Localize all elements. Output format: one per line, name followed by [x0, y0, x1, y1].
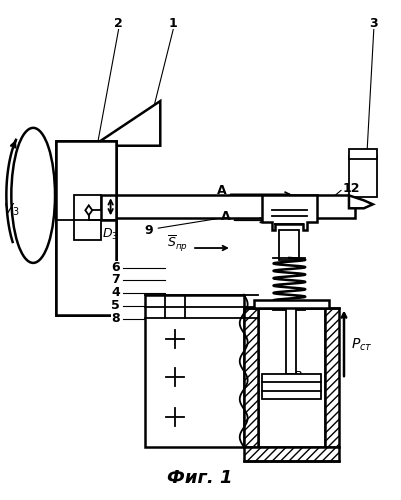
Bar — [349, 148, 377, 158]
Text: $D_3$: $D_3$ — [102, 227, 119, 242]
Text: 3: 3 — [369, 17, 378, 30]
Text: 5: 5 — [111, 299, 120, 312]
Text: 6: 6 — [111, 262, 120, 274]
Bar — [257, 308, 325, 446]
Bar — [56, 141, 74, 314]
Text: $\overline{S}_{пр}$: $\overline{S}_{пр}$ — [167, 234, 188, 254]
Text: $P_{ст}$: $P_{ст}$ — [351, 336, 373, 352]
Text: 7: 7 — [111, 274, 120, 286]
Text: $P_{нм}$: $P_{нм}$ — [294, 370, 315, 384]
Polygon shape — [56, 141, 115, 314]
Text: $V_3$: $V_3$ — [3, 202, 20, 218]
Bar — [244, 308, 257, 446]
Text: 4: 4 — [111, 286, 120, 299]
Text: 8: 8 — [111, 312, 120, 325]
Bar — [261, 374, 321, 399]
Text: 12: 12 — [343, 182, 360, 195]
Bar — [244, 446, 339, 460]
Bar — [89, 196, 355, 218]
Text: A: A — [221, 210, 231, 222]
Text: 1: 1 — [169, 17, 178, 30]
Bar — [349, 156, 377, 198]
Bar — [146, 294, 244, 446]
Text: Фиг. 1: Фиг. 1 — [167, 470, 233, 488]
Bar — [56, 141, 115, 314]
Ellipse shape — [11, 128, 55, 263]
Text: 9: 9 — [144, 224, 153, 236]
Polygon shape — [85, 206, 92, 215]
Text: A: A — [217, 184, 227, 197]
Bar — [74, 141, 115, 314]
Polygon shape — [101, 101, 160, 196]
Bar — [253, 300, 329, 308]
Polygon shape — [349, 196, 373, 208]
Polygon shape — [74, 196, 101, 240]
Bar — [279, 230, 299, 260]
Bar — [286, 308, 296, 374]
Polygon shape — [261, 196, 317, 230]
Text: 2: 2 — [114, 17, 123, 30]
Bar — [325, 308, 339, 446]
